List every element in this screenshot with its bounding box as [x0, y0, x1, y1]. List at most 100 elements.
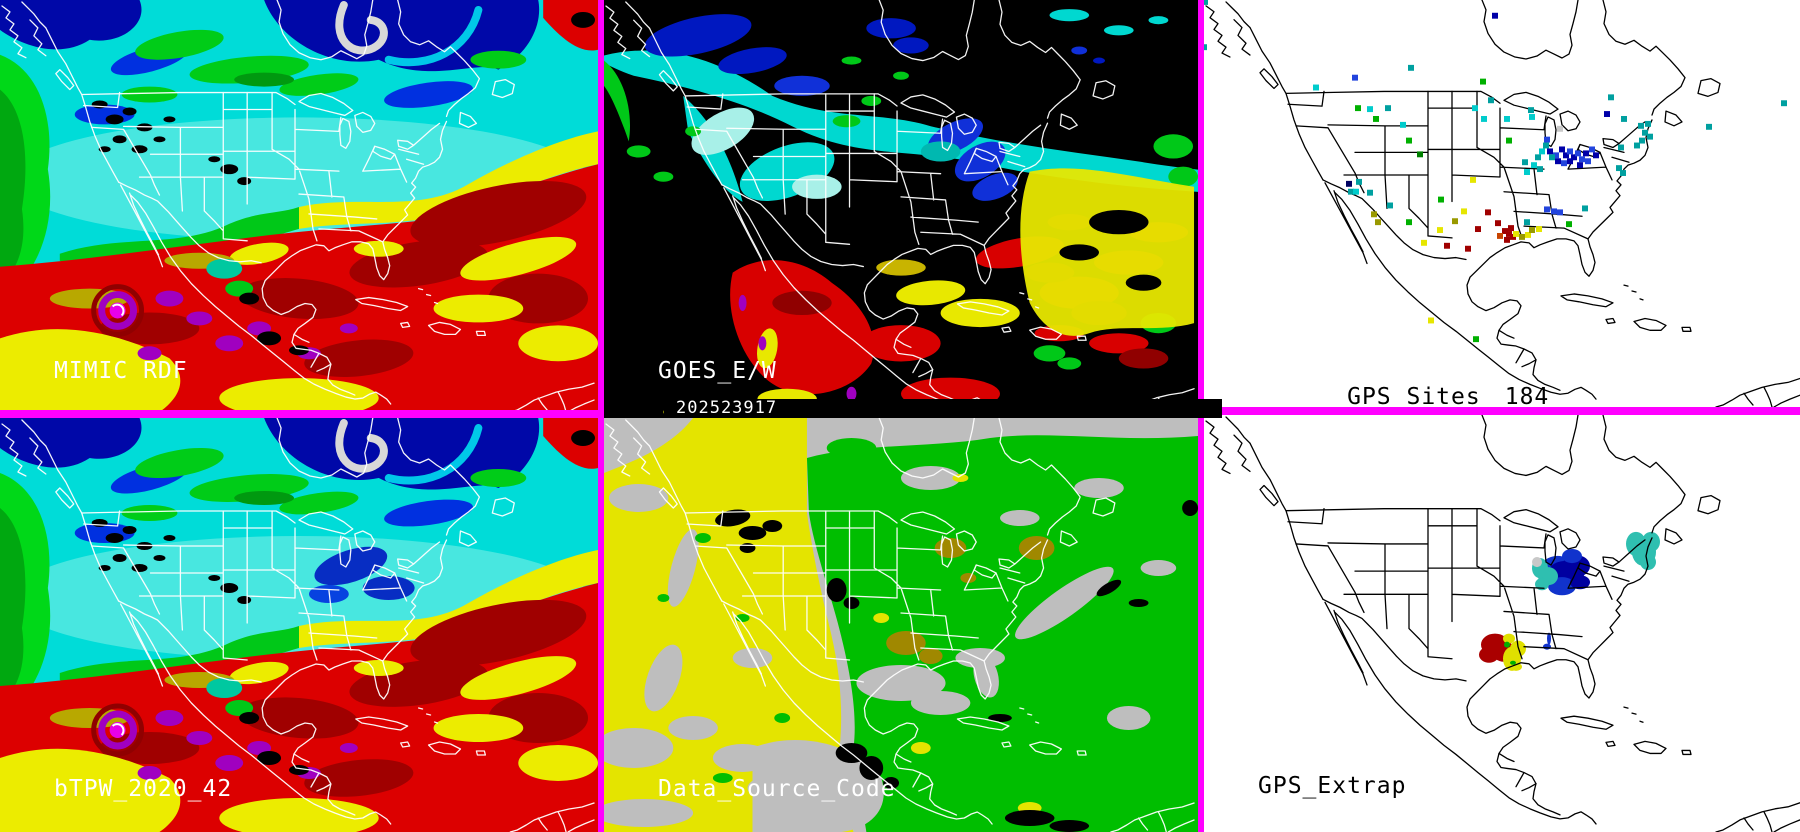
gps-site-dot — [1313, 84, 1319, 91]
gps-site-dot — [1561, 160, 1567, 167]
gps-site-dot — [1525, 232, 1531, 238]
gps-site-dot — [1571, 154, 1577, 161]
gps-site-dot — [1452, 218, 1458, 225]
gps-site-dot — [1492, 12, 1498, 19]
panel-label-goes: GOES_E/W — [658, 358, 777, 384]
gps-site-dot — [1531, 162, 1537, 169]
gps-site-dot — [1529, 114, 1535, 120]
gps-site-dot — [1373, 116, 1379, 122]
gps-site-dot — [1583, 150, 1589, 157]
gps-site-dot — [1204, 0, 1208, 5]
gps-site-dot — [1519, 233, 1525, 240]
gps-site-dot — [1506, 137, 1512, 144]
gps-site-dot — [1608, 94, 1614, 101]
gps-site-dot — [1508, 225, 1514, 232]
gps-site-dot — [1577, 162, 1583, 169]
data-source-code-art — [604, 418, 1198, 832]
panel-label-gps-extrap: GPS_Extrap — [1258, 773, 1407, 799]
gps-site-dot — [1529, 227, 1535, 233]
gps-site-dot — [1567, 158, 1573, 165]
gps-site-dot — [1553, 152, 1559, 159]
gps-site-dot — [1352, 74, 1358, 81]
timestamp-bar: 202523917 — [664, 399, 1222, 418]
gps-site-dot — [1555, 158, 1561, 165]
gps-site-dot — [1557, 209, 1563, 216]
panel-label-mimic: MIMIC RDF — [54, 358, 188, 384]
panel-gps-sites: GPS Sites 184 — [1204, 0, 1800, 407]
gps-site-dot — [1579, 156, 1585, 163]
gps-site-dot — [1488, 97, 1494, 104]
gps-site-dot — [1504, 116, 1510, 122]
gps-site-dot — [1524, 169, 1530, 175]
gps-site-dot — [1543, 142, 1549, 149]
gps-site-dot — [1428, 317, 1434, 324]
panel-gps-extrap: GPS_Extrap — [1204, 415, 1800, 832]
gps-extrap-blob — [1504, 641, 1510, 648]
gps-site-dot — [1406, 137, 1412, 144]
gps-site-dot — [1566, 221, 1572, 228]
mimic-rdf-art — [0, 0, 598, 410]
gps-site-dot — [1620, 170, 1626, 176]
gps-site-dot — [1355, 105, 1361, 112]
panel-divider-horizontal-left — [0, 410, 604, 418]
gps-sites-map — [1204, 0, 1800, 407]
gps-site-dot — [1461, 208, 1467, 215]
gps-extrap-blob — [1503, 633, 1515, 644]
gps-site-dot — [1618, 144, 1624, 151]
gps-site-dot — [1647, 133, 1653, 140]
gps-extrap-blobs — [1479, 531, 1660, 671]
gps-site-dot — [1575, 150, 1581, 157]
btpw-art — [0, 418, 598, 832]
gps-site-dot — [1353, 188, 1359, 195]
timestamp: 202523917 — [676, 398, 778, 418]
gps-site-dot — [1495, 220, 1501, 227]
gps-site-dot — [1544, 136, 1550, 143]
gps-site-dot — [1537, 166, 1543, 173]
gps-site-dot — [1642, 129, 1648, 136]
gps-site-dot — [1387, 202, 1393, 209]
gps-extrap-blob — [1570, 575, 1590, 590]
gps-site-dot — [1634, 142, 1640, 149]
gps-site-dot — [1485, 209, 1491, 216]
gps-site-dot — [1346, 180, 1352, 187]
gps-site-dot — [1621, 116, 1627, 122]
gps-sites-title: GPS Sites — [1347, 384, 1481, 407]
gps-site-dot — [1522, 159, 1528, 166]
gps-site-dot — [1535, 154, 1541, 161]
gps-site-dot — [1549, 154, 1555, 161]
gps-site-dot — [1604, 111, 1610, 117]
gps-site-dot — [1506, 231, 1512, 237]
gps-site-dot — [1638, 122, 1644, 129]
gps-site-dot — [1472, 105, 1478, 112]
panel-label-dsc: Data_Source_Code — [658, 776, 896, 802]
gps-extrap-map — [1204, 415, 1800, 832]
gps-site-dot — [1470, 176, 1476, 183]
gps-site-dot — [1547, 148, 1553, 155]
gps-site-dot — [1375, 219, 1381, 226]
gps-site-dot — [1480, 78, 1486, 85]
gps-site-dot — [1475, 226, 1481, 233]
gps-extrap-blob — [1535, 578, 1549, 591]
gps-site-dot — [1539, 148, 1545, 155]
gps-site-dot — [1444, 242, 1450, 249]
gps-site-dot — [1593, 152, 1599, 159]
gps-site-dot — [1513, 231, 1519, 237]
gps-extrap-blob — [1510, 662, 1522, 671]
gps-site-dot — [1497, 232, 1503, 239]
gps-site-dot — [1367, 189, 1373, 196]
gps-extrap-blob — [1562, 548, 1582, 564]
gps-site-dot — [1437, 227, 1443, 233]
panel-label-gps-sites: GPS Sites 184 — [1258, 358, 1549, 407]
gps-extrap-blob — [1532, 557, 1542, 568]
gps-site-dot — [1473, 336, 1479, 343]
gps-site-dot — [1585, 158, 1591, 165]
gps-site-dot — [1616, 165, 1622, 172]
gps-site-dot — [1400, 121, 1406, 128]
gps-site-dot — [1528, 107, 1534, 114]
gps-site-dot — [1502, 228, 1508, 234]
gps-site-dot — [1639, 137, 1645, 144]
panel-goes-ew: GOES_E/W — [604, 0, 1198, 418]
gps-site-dot — [1781, 100, 1787, 107]
gps-site-dot — [1645, 120, 1651, 127]
